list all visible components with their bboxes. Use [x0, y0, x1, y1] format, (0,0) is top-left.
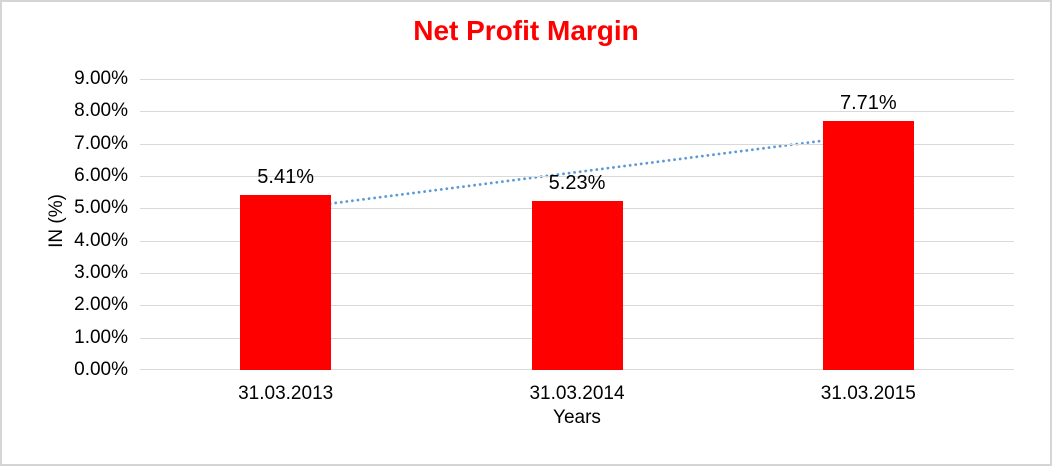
bar-31.03.2015 — [822, 120, 914, 370]
gridline — [140, 111, 1014, 113]
chart-title: Net Profit Margin — [413, 15, 639, 46]
y-tick-label: 3.00% — [74, 262, 128, 283]
bar-31.03.2014 — [531, 200, 623, 370]
y-tick-label: 8.00% — [74, 100, 128, 122]
x-axis-title: Years — [553, 407, 601, 428]
y-tick-label: 1.00% — [74, 326, 128, 348]
gridline — [140, 143, 1014, 145]
y-tick-label: 7.00% — [74, 132, 128, 154]
bar-31.03.2013 — [240, 195, 332, 370]
y-tick-label: 5.00% — [74, 197, 128, 219]
gridline — [140, 176, 1014, 177]
bar-data-label: 5.23% — [548, 171, 606, 194]
bar-data-label: 5.41% — [257, 166, 315, 189]
y-tick-label: 0.00% — [74, 359, 128, 380]
bar-data-label: 7.71% — [839, 91, 897, 114]
x-tick-label: 31.03.2013 — [238, 383, 334, 404]
x-tick-label: 31.03.2014 — [529, 383, 625, 404]
gridline — [140, 79, 1014, 80]
y-tick-label: 9.00% — [74, 68, 128, 89]
plot-area — [140, 79, 1014, 370]
x-tick-label: 31.03.2015 — [820, 383, 916, 404]
y-tick-label: 6.00% — [74, 165, 128, 186]
y-tick-label: 2.00% — [74, 294, 128, 316]
y-tick-label: 4.00% — [74, 229, 128, 251]
